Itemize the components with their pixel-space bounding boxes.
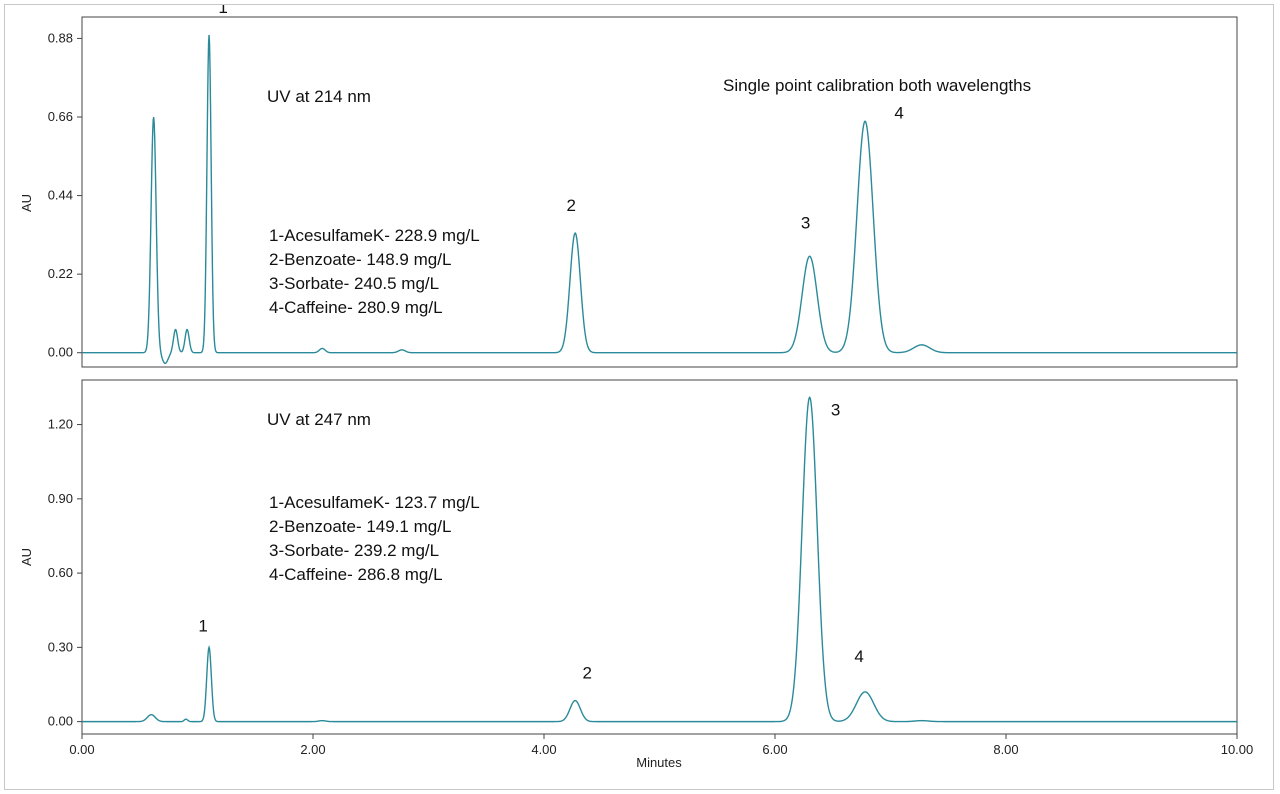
y-tick-label: 0.00 [48,345,73,360]
peak-label-3: 3 [801,213,810,232]
x-axis-label: Minutes [636,755,682,770]
y-tick-label: 0.90 [48,491,73,506]
y-axis-label: AU [19,548,34,566]
x-tick-label: 2.00 [300,742,325,757]
panel-214nm: AU UV at 214 nm Single point calibration… [19,5,1238,368]
result-line-3: 3-Sorbate- 239.2 mg/L [269,541,439,560]
peak-label-4: 4 [894,104,903,123]
result-line-2: 2-Benzoate- 149.1 mg/L [269,517,451,536]
peak-label-1: 1 [218,5,227,17]
detector-label: UV at 214 nm [267,87,371,106]
x-tick-label: 0.00 [69,742,94,757]
peak-label-2: 2 [566,196,575,215]
chromatogram-trace [82,34,1237,365]
peak-label-3: 3 [831,400,840,419]
y-tick-label: 0.88 [48,30,73,45]
result-line-1: 1-AcesulfameK- 228.9 mg/L [269,226,480,245]
x-tick-label: 8.00 [993,742,1018,757]
chromatogram-figure: AU UV at 214 nm Single point calibration… [4,4,1274,790]
chromatogram-svg: AU UV at 214 nm Single point calibration… [19,5,1254,770]
y-tick-label: 0.22 [48,266,73,281]
chromatogram-trace [82,396,1237,723]
result-line-4: 4-Caffeine- 280.9 mg/L [269,298,443,317]
peak-label-2: 2 [582,664,591,683]
y-axis-label: AU [19,194,34,212]
y-tick-label: 0.30 [48,639,73,654]
calibration-note: Single point calibration both wavelength… [723,76,1031,95]
y-tick-label: 0.60 [48,565,73,580]
peak-label-4: 4 [854,647,863,666]
y-tick-label: 0.44 [48,188,73,203]
result-line-4: 4-Caffeine- 286.8 mg/L [269,565,443,584]
detector-label: UV at 247 nm [267,410,371,429]
x-tick-label: 4.00 [531,742,556,757]
panel-frame [81,379,1238,735]
result-line-1: 1-AcesulfameK- 123.7 mg/L [269,493,480,512]
peak-label-1: 1 [198,616,207,635]
panel-frame [81,16,1238,368]
y-tick-label: 0.00 [48,714,73,729]
result-line-3: 3-Sorbate- 240.5 mg/L [269,274,439,293]
y-tick-label: 0.66 [48,109,73,124]
y-tick-label: 1.20 [48,417,73,432]
x-tick-label: 10.00 [1221,742,1254,757]
x-tick-label: 6.00 [762,742,787,757]
result-line-2: 2-Benzoate- 148.9 mg/L [269,250,451,269]
panel-247nm: AU Minutes UV at 247 nm 1-AcesulfameK- 1… [19,379,1254,770]
